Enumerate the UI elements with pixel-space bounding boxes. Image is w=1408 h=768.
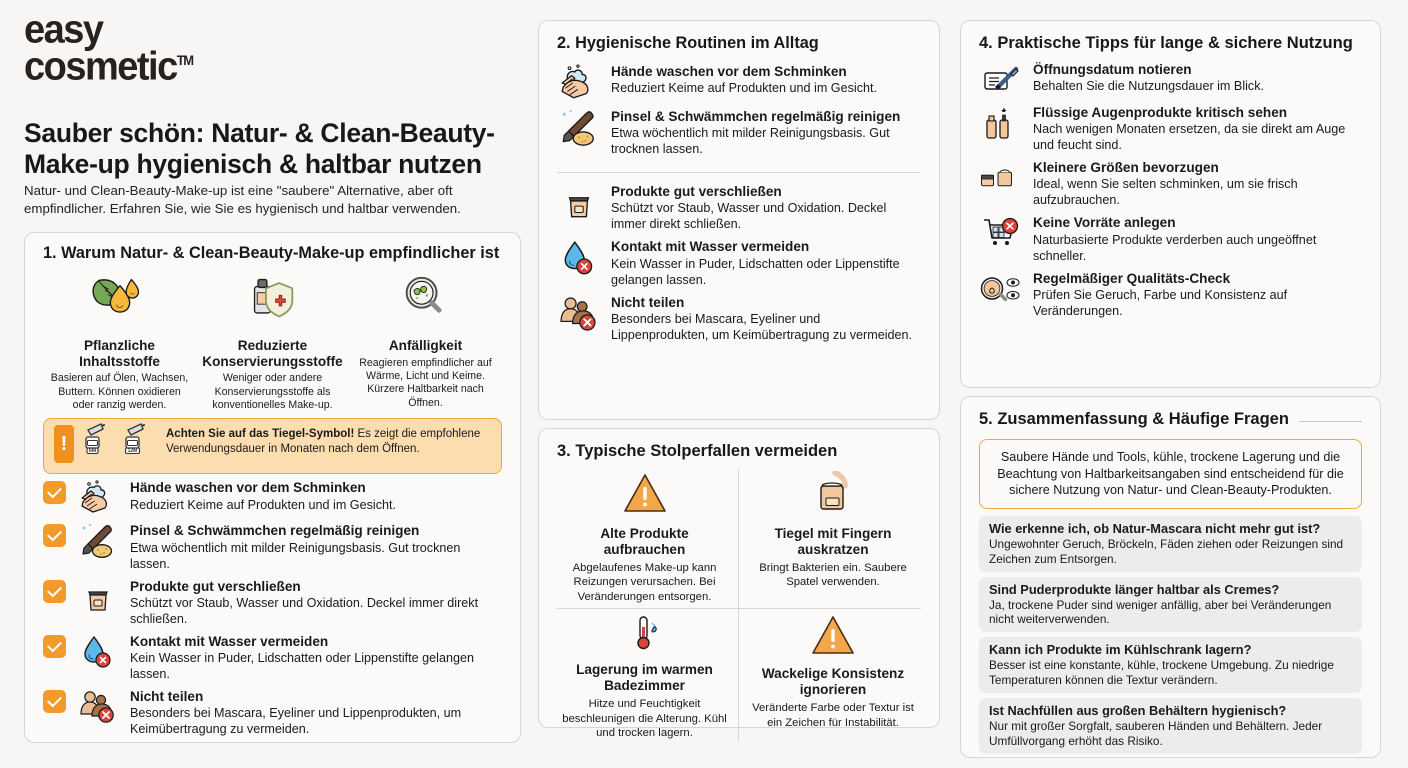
- svg-text:12M: 12M: [128, 448, 138, 454]
- svg-text:6M: 6M: [89, 448, 97, 454]
